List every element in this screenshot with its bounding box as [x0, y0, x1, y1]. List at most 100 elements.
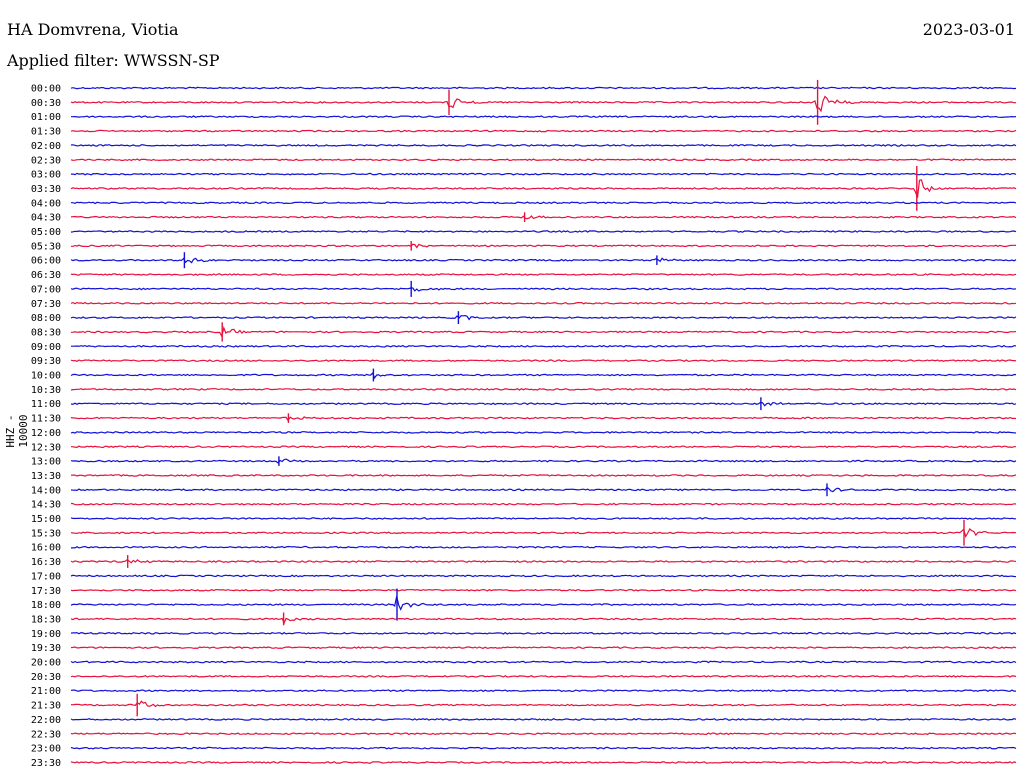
trace-row-0600 — [70, 257, 1017, 264]
row-time-label: 05:30 — [31, 241, 61, 252]
trace-row-0900 — [71, 344, 1017, 348]
trace-row-1000 — [70, 372, 1017, 380]
row-time-label: 22:30 — [31, 729, 61, 740]
row-time-label: 09:30 — [31, 356, 61, 367]
row-time-label: 20:00 — [31, 658, 61, 669]
trace-row-1100 — [70, 401, 1017, 407]
row-time-label: 23:00 — [31, 744, 61, 755]
row-time-label: 13:00 — [31, 457, 61, 468]
row-time-label: 16:00 — [31, 543, 61, 554]
row-time-label: 11:30 — [31, 414, 61, 425]
row-time-label: 03:30 — [31, 184, 61, 195]
trace-row-1530 — [70, 528, 1017, 539]
trace-row-0800 — [70, 314, 1017, 321]
row-time-label: 08:30 — [31, 327, 61, 338]
row-time-label: 20:30 — [31, 672, 61, 683]
row-time-label: 02:30 — [31, 155, 61, 166]
row-time-label: 05:00 — [31, 227, 61, 238]
trace-row-1700 — [70, 574, 1017, 578]
trace-row-0630 — [70, 273, 1017, 276]
row-time-label: 10:00 — [31, 371, 61, 382]
row-time-label: 21:30 — [31, 701, 61, 712]
trace-row-1500 — [70, 517, 1016, 520]
row-time-label: 16:30 — [31, 557, 61, 568]
trace-row-0730 — [70, 301, 1017, 305]
trace-row-1230 — [70, 445, 1016, 449]
trace-row-2130 — [70, 700, 1017, 708]
trace-row-0700 — [70, 287, 1017, 292]
row-time-label: 22:00 — [31, 715, 61, 726]
row-time-label: 14:00 — [31, 485, 61, 496]
row-time-label: 11:00 — [31, 399, 61, 410]
trace-row-0530 — [71, 243, 1017, 249]
trace-row-1300 — [70, 458, 1017, 464]
trace-row-0930 — [70, 359, 1017, 362]
trace-row-0500 — [70, 230, 1017, 233]
row-time-label: 17:00 — [31, 571, 61, 582]
row-time-label: 01:30 — [31, 127, 61, 138]
trace-row-2300 — [70, 746, 1017, 750]
trace-row-1730 — [70, 588, 1017, 592]
trace-row-0030 — [70, 95, 1017, 113]
trace-row-1900 — [70, 631, 1017, 635]
row-time-label: 12:30 — [31, 442, 61, 453]
trace-row-0100 — [71, 115, 1017, 119]
trace-row-1400 — [70, 486, 1017, 493]
trace-row-2200 — [70, 718, 1017, 721]
row-time-label: 00:00 — [31, 84, 61, 95]
row-time-label: 06:00 — [31, 256, 61, 267]
row-time-label: 10:30 — [31, 385, 61, 396]
row-time-label: 19:30 — [31, 643, 61, 654]
row-time-label: 03:00 — [31, 170, 61, 181]
row-time-label: 06:30 — [31, 270, 61, 281]
trace-row-1600 — [71, 545, 1017, 549]
trace-row-2030 — [70, 674, 1017, 678]
row-time-label: 13:30 — [31, 471, 61, 482]
trace-row-0230 — [70, 158, 1017, 162]
trace-row-0200 — [70, 143, 1017, 147]
trace-row-2000 — [70, 660, 1017, 664]
trace-row-0000 — [70, 86, 1017, 90]
row-time-label: 14:30 — [31, 500, 61, 511]
station-title: HA Domvrena, Viotia — [7, 20, 179, 39]
trace-row-1200 — [70, 430, 1017, 434]
trace-row-1830 — [70, 617, 1017, 625]
row-time-label: 17:30 — [31, 586, 61, 597]
trace-row-0300 — [71, 172, 1017, 176]
trace-row-0830 — [70, 325, 1017, 338]
trace-row-0330 — [70, 179, 1017, 198]
row-time-label: 15:30 — [31, 528, 61, 539]
date-label: 2023-03-01 — [922, 20, 1015, 39]
trace-row-0430 — [70, 215, 1017, 220]
row-time-label: 12:00 — [31, 428, 61, 439]
trace-row-0400 — [71, 201, 1017, 205]
row-time-label: 02:00 — [31, 141, 61, 152]
trace-row-1430 — [70, 502, 1017, 506]
row-time-label: 23:30 — [31, 758, 61, 769]
trace-row-1930 — [70, 646, 1017, 649]
filter-label: Applied filter: WWSSN-SP — [7, 51, 220, 70]
trace-row-2330 — [70, 761, 1017, 764]
trace-row-0130 — [70, 129, 1017, 133]
trace-row-1800 — [70, 596, 1017, 611]
trace-row-1630 — [70, 558, 1017, 564]
row-time-label: 07:30 — [31, 299, 61, 310]
row-time-label: 18:30 — [31, 614, 61, 625]
row-time-label: 01:00 — [31, 112, 61, 123]
row-time-label: 07:00 — [31, 284, 61, 295]
trace-row-1330 — [71, 474, 1017, 477]
row-time-label: 19:00 — [31, 629, 61, 640]
row-time-label: 09:00 — [31, 342, 61, 353]
row-time-label: 00:30 — [31, 98, 61, 109]
row-time-label: 04:30 — [31, 213, 61, 224]
row-time-label: 04:00 — [31, 198, 61, 209]
trace-row-1130 — [70, 416, 1017, 422]
row-time-label: 15:00 — [31, 514, 61, 525]
row-time-label: 08:00 — [31, 313, 61, 324]
trace-row-2100 — [70, 689, 1016, 693]
row-time-label: 21:00 — [31, 686, 61, 697]
trace-row-1030 — [70, 387, 1017, 391]
row-time-label: 18:00 — [31, 600, 61, 611]
trace-row-2230 — [70, 732, 1017, 736]
